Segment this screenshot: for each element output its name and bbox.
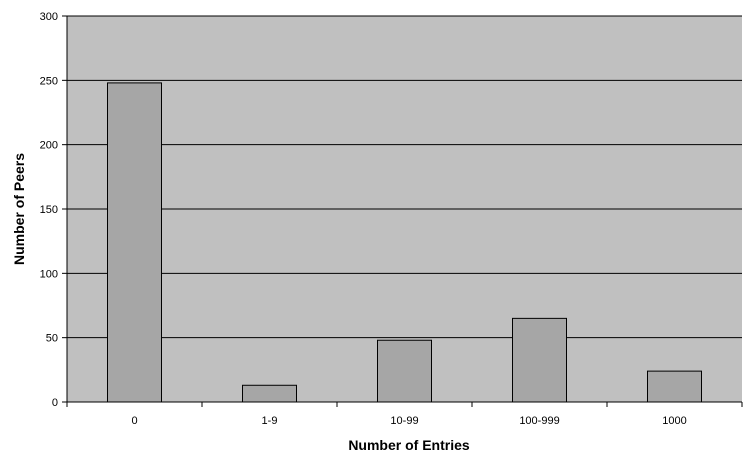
gridlines <box>67 15 742 339</box>
bar-1-9 <box>242 384 297 403</box>
y-tick-label-300: 300 <box>40 11 58 23</box>
x-tick-label-1-9: 1-9 <box>262 415 278 427</box>
y-tick-label-100: 100 <box>40 268 58 280</box>
bar-100-999 <box>512 317 567 403</box>
x-tick-label-0: 0 <box>131 415 137 427</box>
x-tick-label-100-999: 100-999 <box>519 415 559 427</box>
y-tick-label-0: 0 <box>52 397 58 409</box>
bar-10-99 <box>377 339 432 403</box>
bar-0 <box>107 82 162 403</box>
x-tick-labels: 0 1-9 10-99 100-999 1000 <box>66 402 743 427</box>
y-tick-label-50: 50 <box>46 333 58 345</box>
x-tick-label-10-99: 10-99 <box>390 415 418 427</box>
bars <box>107 82 702 403</box>
y-tick-label-250: 250 <box>40 75 58 87</box>
x-axis-title: Number of Entries <box>348 437 470 453</box>
y-axis-title: Number of Peers <box>11 153 27 265</box>
y-tick-label-150: 150 <box>40 204 58 216</box>
x-tick-label-1000: 1000 <box>662 415 686 427</box>
y-tick-labels: 0 50 100 150 200 250 300 <box>40 11 67 409</box>
y-tick-label-200: 200 <box>40 140 58 152</box>
bar-1000 <box>647 370 702 403</box>
